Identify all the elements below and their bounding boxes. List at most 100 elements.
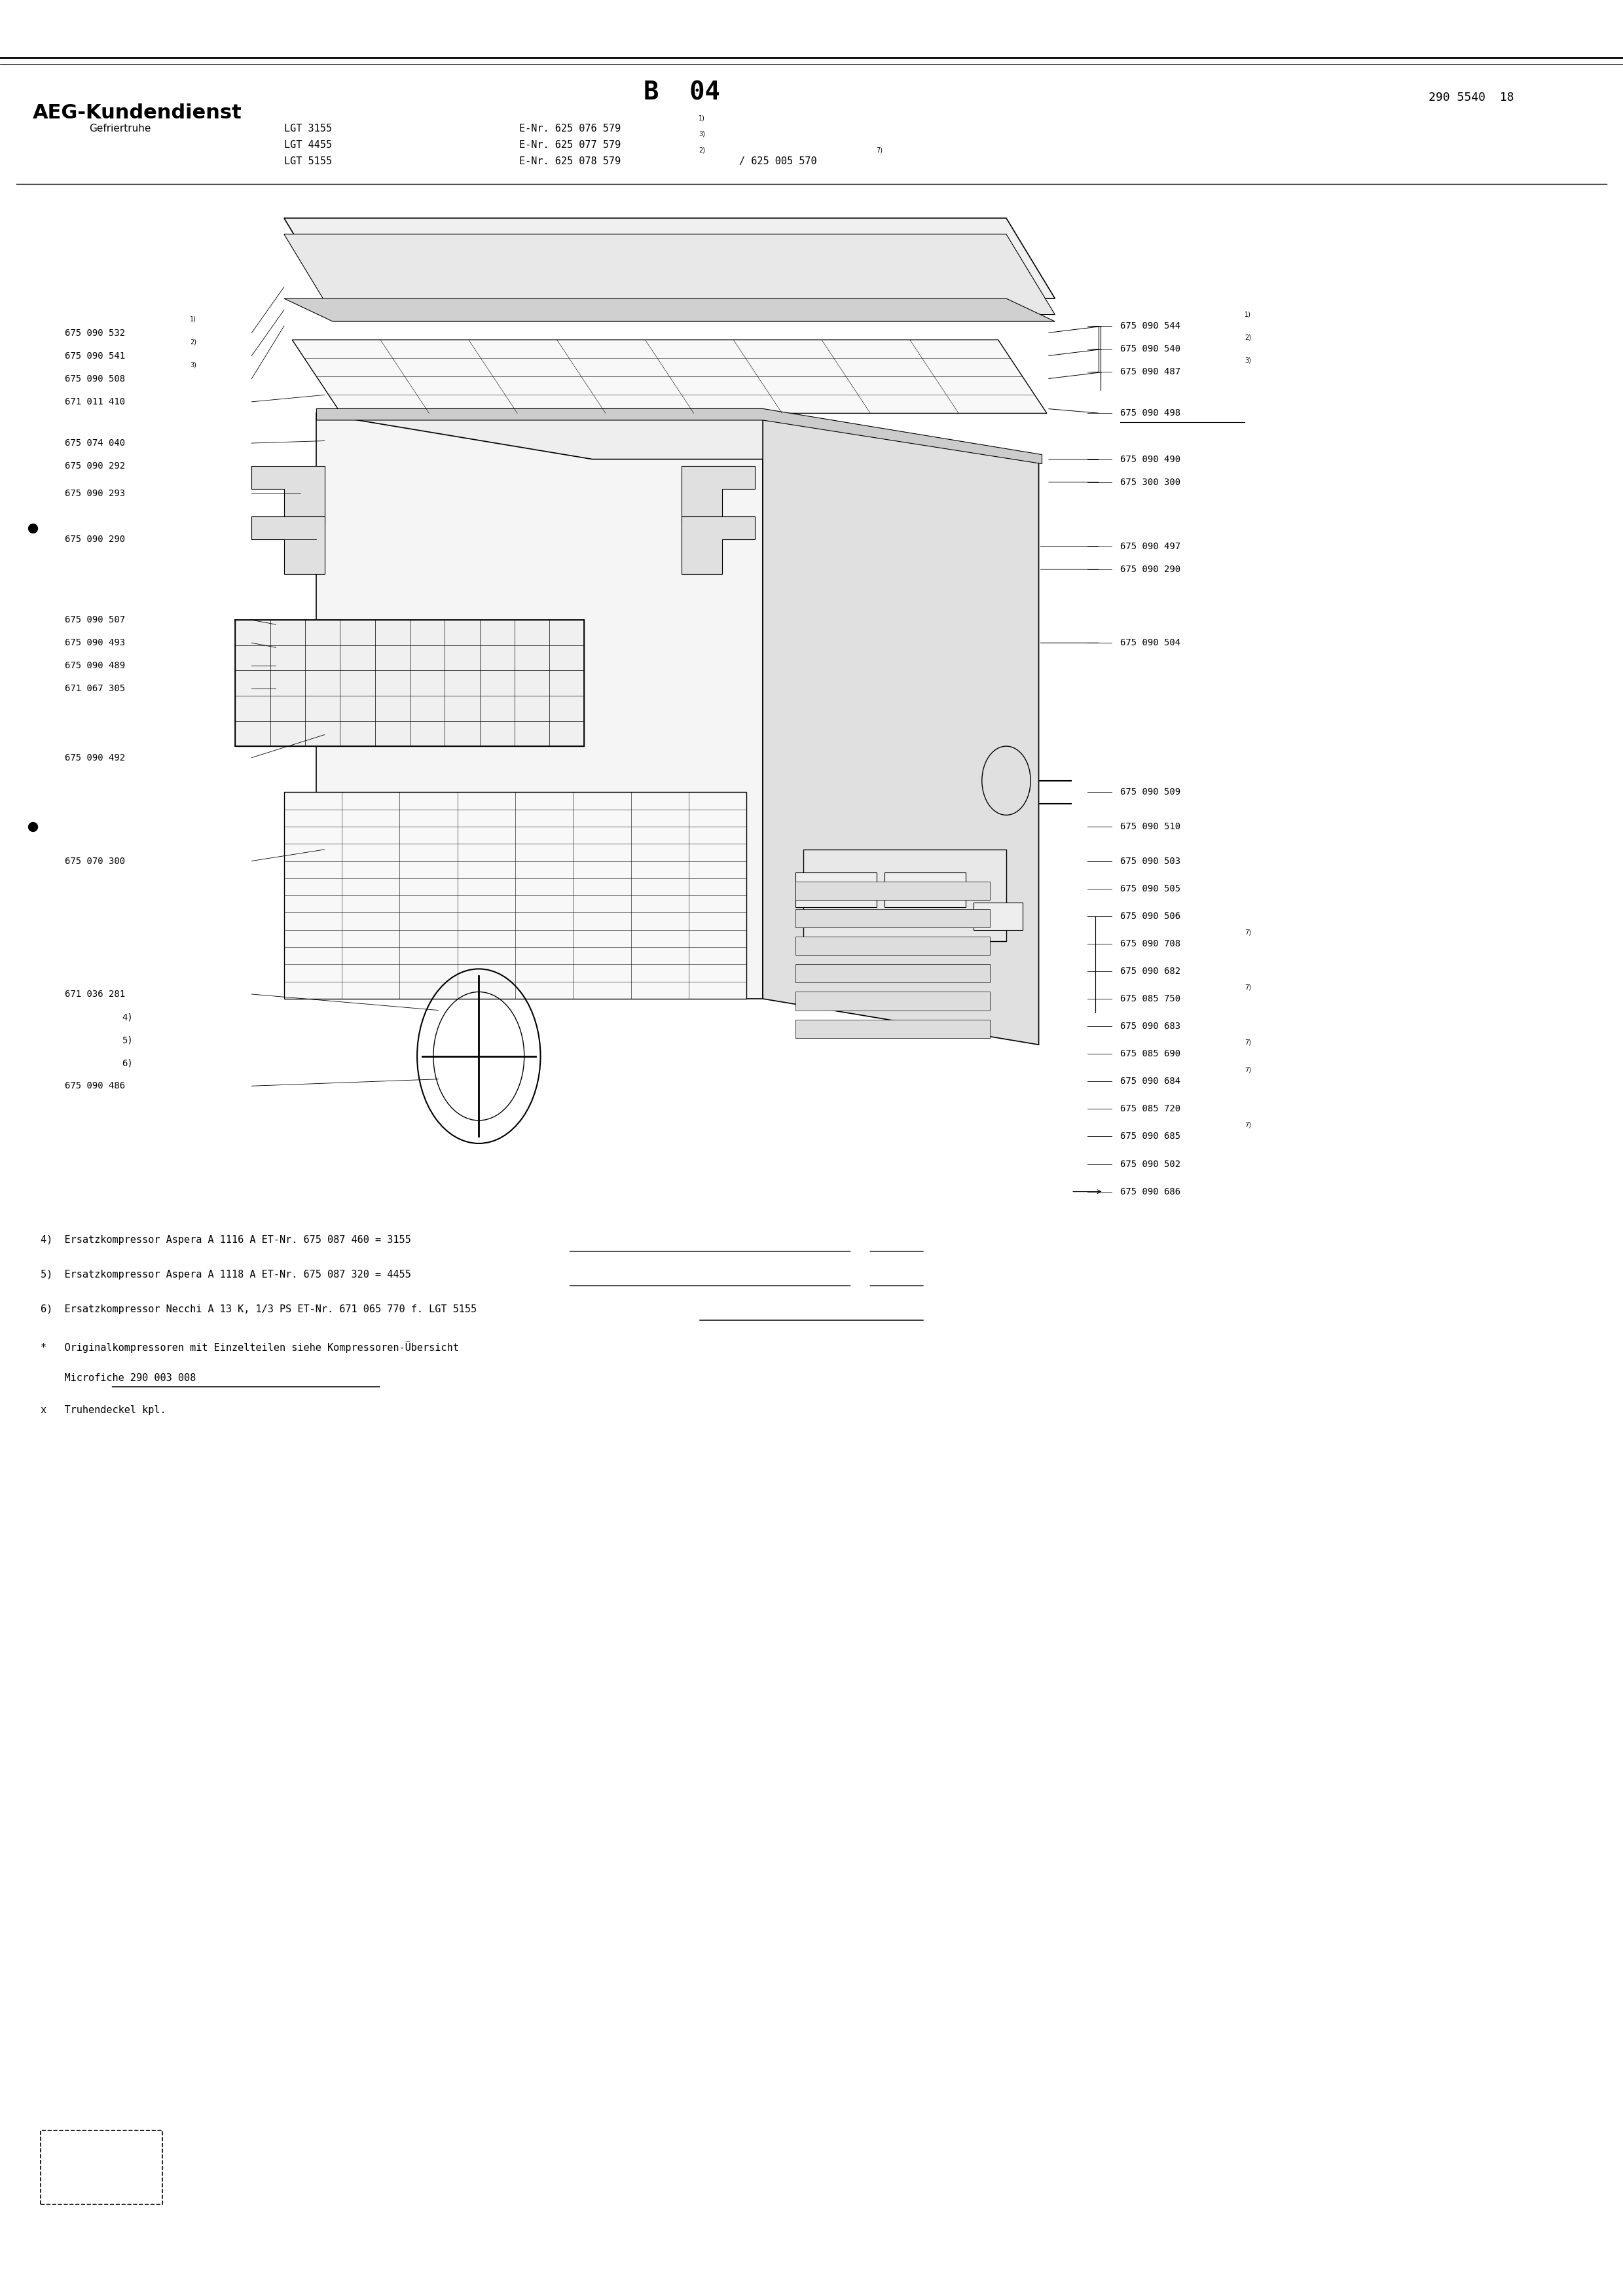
Text: 2): 2) — [1245, 335, 1251, 340]
Text: 675 090 490: 675 090 490 — [1120, 455, 1180, 464]
Text: 1): 1) — [1245, 312, 1251, 317]
Polygon shape — [235, 620, 584, 746]
Text: 675 090 292: 675 090 292 — [65, 461, 125, 471]
Text: *   Originalkompressoren mit Einzelteilen siehe Kompressoren-Übersicht: * Originalkompressoren mit Einzelteilen … — [41, 1341, 459, 1352]
Text: 675 090 492: 675 090 492 — [65, 753, 125, 762]
Text: 675 090 493: 675 090 493 — [65, 638, 125, 647]
Bar — [795, 872, 876, 907]
Text: x   Truhendeckel kpl.: x Truhendeckel kpl. — [41, 1405, 166, 1414]
Text: 675 074 040: 675 074 040 — [65, 439, 125, 448]
Text: 7): 7) — [1245, 1123, 1251, 1127]
Polygon shape — [316, 413, 1039, 459]
Text: 675 090 486: 675 090 486 — [65, 1081, 125, 1091]
Polygon shape — [284, 298, 1055, 321]
Text: Gefriertruhe: Gefriertruhe — [89, 124, 151, 133]
Bar — [795, 992, 990, 1010]
Text: 7): 7) — [1245, 985, 1251, 990]
Text: 5)  Ersatzkompressor Aspera A 1118 A ET-Nr. 675 087 320 = 4455: 5) Ersatzkompressor Aspera A 1118 A ET-N… — [41, 1270, 411, 1279]
Bar — [795, 882, 990, 900]
Text: 3): 3) — [1245, 358, 1251, 363]
Text: 675 090 502: 675 090 502 — [1120, 1159, 1180, 1169]
Text: 675 090 508: 675 090 508 — [65, 374, 125, 383]
Text: 675 090 684: 675 090 684 — [1120, 1077, 1180, 1086]
Text: 4): 4) — [122, 1013, 133, 1022]
Text: 671 067 305: 671 067 305 — [65, 684, 125, 693]
Text: 4)  Ersatzkompressor Aspera A 1116 A ET-Nr. 675 087 460 = 3155: 4) Ersatzkompressor Aspera A 1116 A ET-N… — [41, 1235, 411, 1244]
Text: 675 090 510: 675 090 510 — [1120, 822, 1180, 831]
Text: 1): 1) — [698, 115, 704, 122]
Text: 675 090 541: 675 090 541 — [65, 351, 125, 360]
Text: 7): 7) — [1245, 1068, 1251, 1072]
Text: 675 085 720: 675 085 720 — [1120, 1104, 1180, 1114]
Bar — [795, 1019, 990, 1038]
Text: 2): 2) — [698, 147, 706, 154]
Text: 675 090 487: 675 090 487 — [1120, 367, 1180, 377]
Text: / 625 005 570: / 625 005 570 — [740, 156, 816, 165]
Text: 675 090 686: 675 090 686 — [1120, 1187, 1180, 1196]
Bar — [974, 902, 1022, 930]
Text: LGT 3155: LGT 3155 — [284, 124, 331, 133]
Text: 675 090 497: 675 090 497 — [1120, 542, 1180, 551]
Text: 675 085 690: 675 085 690 — [1120, 1049, 1180, 1058]
Polygon shape — [284, 792, 747, 999]
Text: 675 085 750: 675 085 750 — [1120, 994, 1180, 1003]
Text: 675 070 300: 675 070 300 — [65, 856, 125, 866]
Text: 675 090 685: 675 090 685 — [1120, 1132, 1180, 1141]
Text: 675 300 300: 675 300 300 — [1120, 478, 1180, 487]
Text: E-Nr. 625 076 579: E-Nr. 625 076 579 — [519, 124, 622, 133]
Text: 675 090 507: 675 090 507 — [65, 615, 125, 625]
Text: B  04: B 04 — [643, 80, 721, 106]
Text: 675 090 504: 675 090 504 — [1120, 638, 1180, 647]
Polygon shape — [292, 340, 1047, 413]
Text: 675 090 708: 675 090 708 — [1120, 939, 1180, 948]
Text: LGT 5155: LGT 5155 — [284, 156, 331, 165]
Text: 1): 1) — [190, 317, 196, 321]
Text: Microfiche 290 003 008: Microfiche 290 003 008 — [41, 1373, 196, 1382]
Text: 08.80: 08.80 — [84, 2161, 118, 2174]
Text: 675 090 544: 675 090 544 — [1120, 321, 1180, 331]
Polygon shape — [763, 413, 1039, 1045]
Text: 675 090 290: 675 090 290 — [1120, 565, 1180, 574]
Polygon shape — [316, 413, 763, 999]
Polygon shape — [803, 850, 1006, 941]
Text: 675 090 498: 675 090 498 — [1120, 409, 1180, 418]
Text: 6)  Ersatzkompressor Necchi A 13 K, 1/3 PS ET-Nr. 671 065 770 f. LGT 5155: 6) Ersatzkompressor Necchi A 13 K, 1/3 P… — [41, 1304, 477, 1313]
Text: 290 5540  18: 290 5540 18 — [1428, 92, 1514, 103]
Text: 675 090 683: 675 090 683 — [1120, 1022, 1180, 1031]
Text: 7): 7) — [876, 147, 883, 154]
Polygon shape — [252, 466, 325, 523]
Text: 675 090 503: 675 090 503 — [1120, 856, 1180, 866]
Text: AEG-Kundendienst: AEG-Kundendienst — [32, 103, 242, 122]
Text: 671 036 281: 671 036 281 — [65, 990, 125, 999]
Bar — [795, 964, 990, 983]
Text: 675 090 506: 675 090 506 — [1120, 912, 1180, 921]
Text: 675 090 540: 675 090 540 — [1120, 344, 1180, 354]
Bar — [795, 909, 990, 928]
Bar — [41, 2131, 162, 2204]
Text: 5): 5) — [122, 1035, 133, 1045]
Polygon shape — [284, 234, 1055, 315]
Text: 671 011 410: 671 011 410 — [65, 397, 125, 406]
Text: E-Nr. 625 077 579: E-Nr. 625 077 579 — [519, 140, 622, 149]
Text: 2): 2) — [190, 340, 196, 344]
Text: 675 090 489: 675 090 489 — [65, 661, 125, 670]
Bar — [795, 937, 990, 955]
Text: 675 090 509: 675 090 509 — [1120, 788, 1180, 797]
Text: 6): 6) — [122, 1058, 133, 1068]
Polygon shape — [682, 466, 755, 523]
Polygon shape — [284, 218, 1055, 298]
Bar — [885, 872, 966, 907]
Polygon shape — [316, 409, 1042, 464]
Text: 675 090 532: 675 090 532 — [65, 328, 125, 338]
Text: 3): 3) — [190, 363, 196, 367]
Text: 675 090 505: 675 090 505 — [1120, 884, 1180, 893]
Polygon shape — [252, 517, 325, 574]
Polygon shape — [682, 517, 755, 574]
Text: 675 090 290: 675 090 290 — [65, 535, 125, 544]
Text: 675 090 293: 675 090 293 — [65, 489, 125, 498]
Text: E-Nr. 625 078 579: E-Nr. 625 078 579 — [519, 156, 622, 165]
Text: 7): 7) — [1245, 1040, 1251, 1045]
Text: 3): 3) — [698, 131, 704, 138]
Text: 7): 7) — [1245, 930, 1251, 934]
Text: 675 090 682: 675 090 682 — [1120, 967, 1180, 976]
